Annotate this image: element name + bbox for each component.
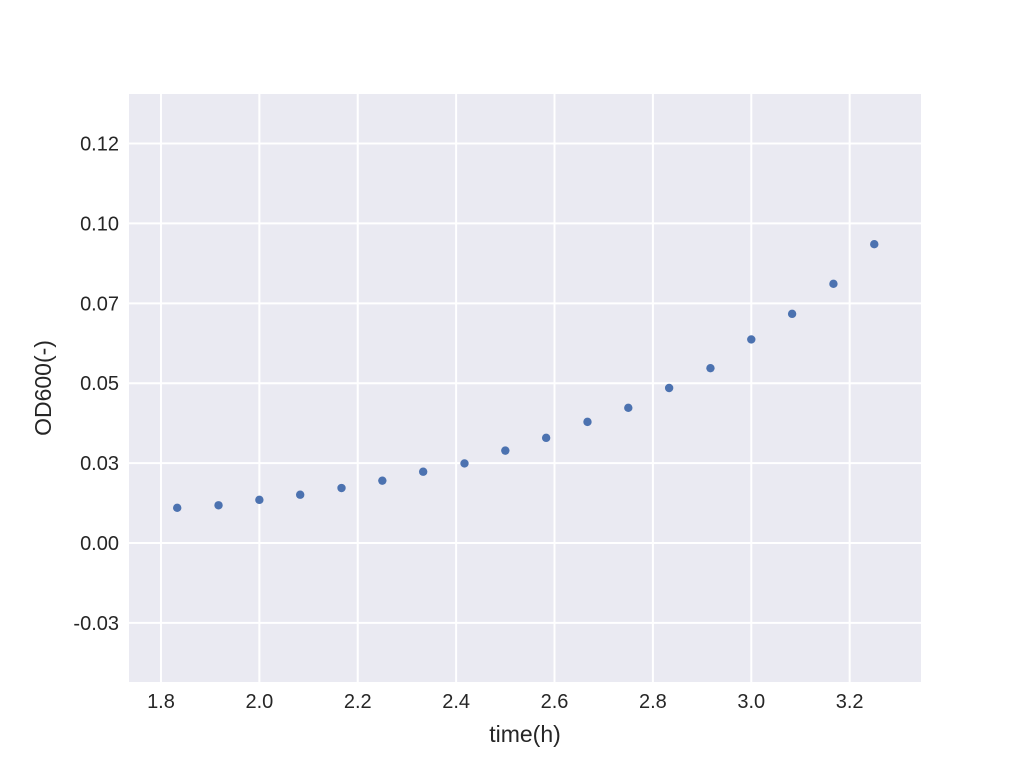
- data-point: [337, 483, 346, 493]
- x-tick-label: 2.2: [344, 691, 372, 713]
- y-tick-label: 0.10: [80, 213, 119, 235]
- gridlines: [129, 94, 921, 682]
- x-tick-label: 2.8: [639, 691, 667, 713]
- data-point: [214, 501, 223, 510]
- x-tick-labels: 1.8 2.0 2.2 2.4 2.6 2.8 3.0 3.2: [147, 691, 864, 713]
- y-tick-labels: -0.03 0.00 0.03 0.05 0.07 0.10 0.12: [73, 134, 119, 635]
- y-axis-label: OD600(-): [30, 340, 56, 436]
- y-tick-label: 0.12: [80, 134, 119, 156]
- plot-background: [129, 94, 921, 682]
- y-tick-label: 0.00: [80, 533, 119, 555]
- y-tick-label: 0.03: [80, 453, 119, 475]
- data-point: [418, 467, 428, 476]
- data-point: [501, 446, 510, 455]
- x-tick-label: 3.0: [737, 691, 765, 713]
- x-tick-label: 1.8: [147, 691, 175, 713]
- data-point: [295, 490, 305, 499]
- data-point: [829, 279, 838, 289]
- x-tick-label: 2.6: [541, 691, 569, 713]
- data-points: [173, 239, 879, 513]
- y-tick-label: 0.05: [80, 373, 119, 395]
- y-tick-label: 0.07: [80, 293, 119, 315]
- data-point: [378, 476, 387, 485]
- y-tick-label: -0.03: [73, 613, 119, 635]
- data-point: [624, 403, 633, 413]
- data-point: [460, 459, 469, 468]
- data-point: [541, 433, 551, 443]
- data-point: [787, 309, 797, 319]
- data-point: [173, 503, 182, 513]
- x-axis-label: time(h): [489, 721, 561, 747]
- x-tick-label: 2.0: [245, 691, 273, 713]
- data-point: [664, 383, 674, 393]
- x-tick-label: 3.2: [836, 691, 864, 713]
- data-point: [747, 335, 756, 344]
- data-point: [583, 417, 592, 427]
- data-point: [706, 363, 715, 373]
- data-point: [870, 239, 879, 249]
- data-point: [255, 495, 264, 505]
- x-tick-label: 2.4: [442, 691, 470, 713]
